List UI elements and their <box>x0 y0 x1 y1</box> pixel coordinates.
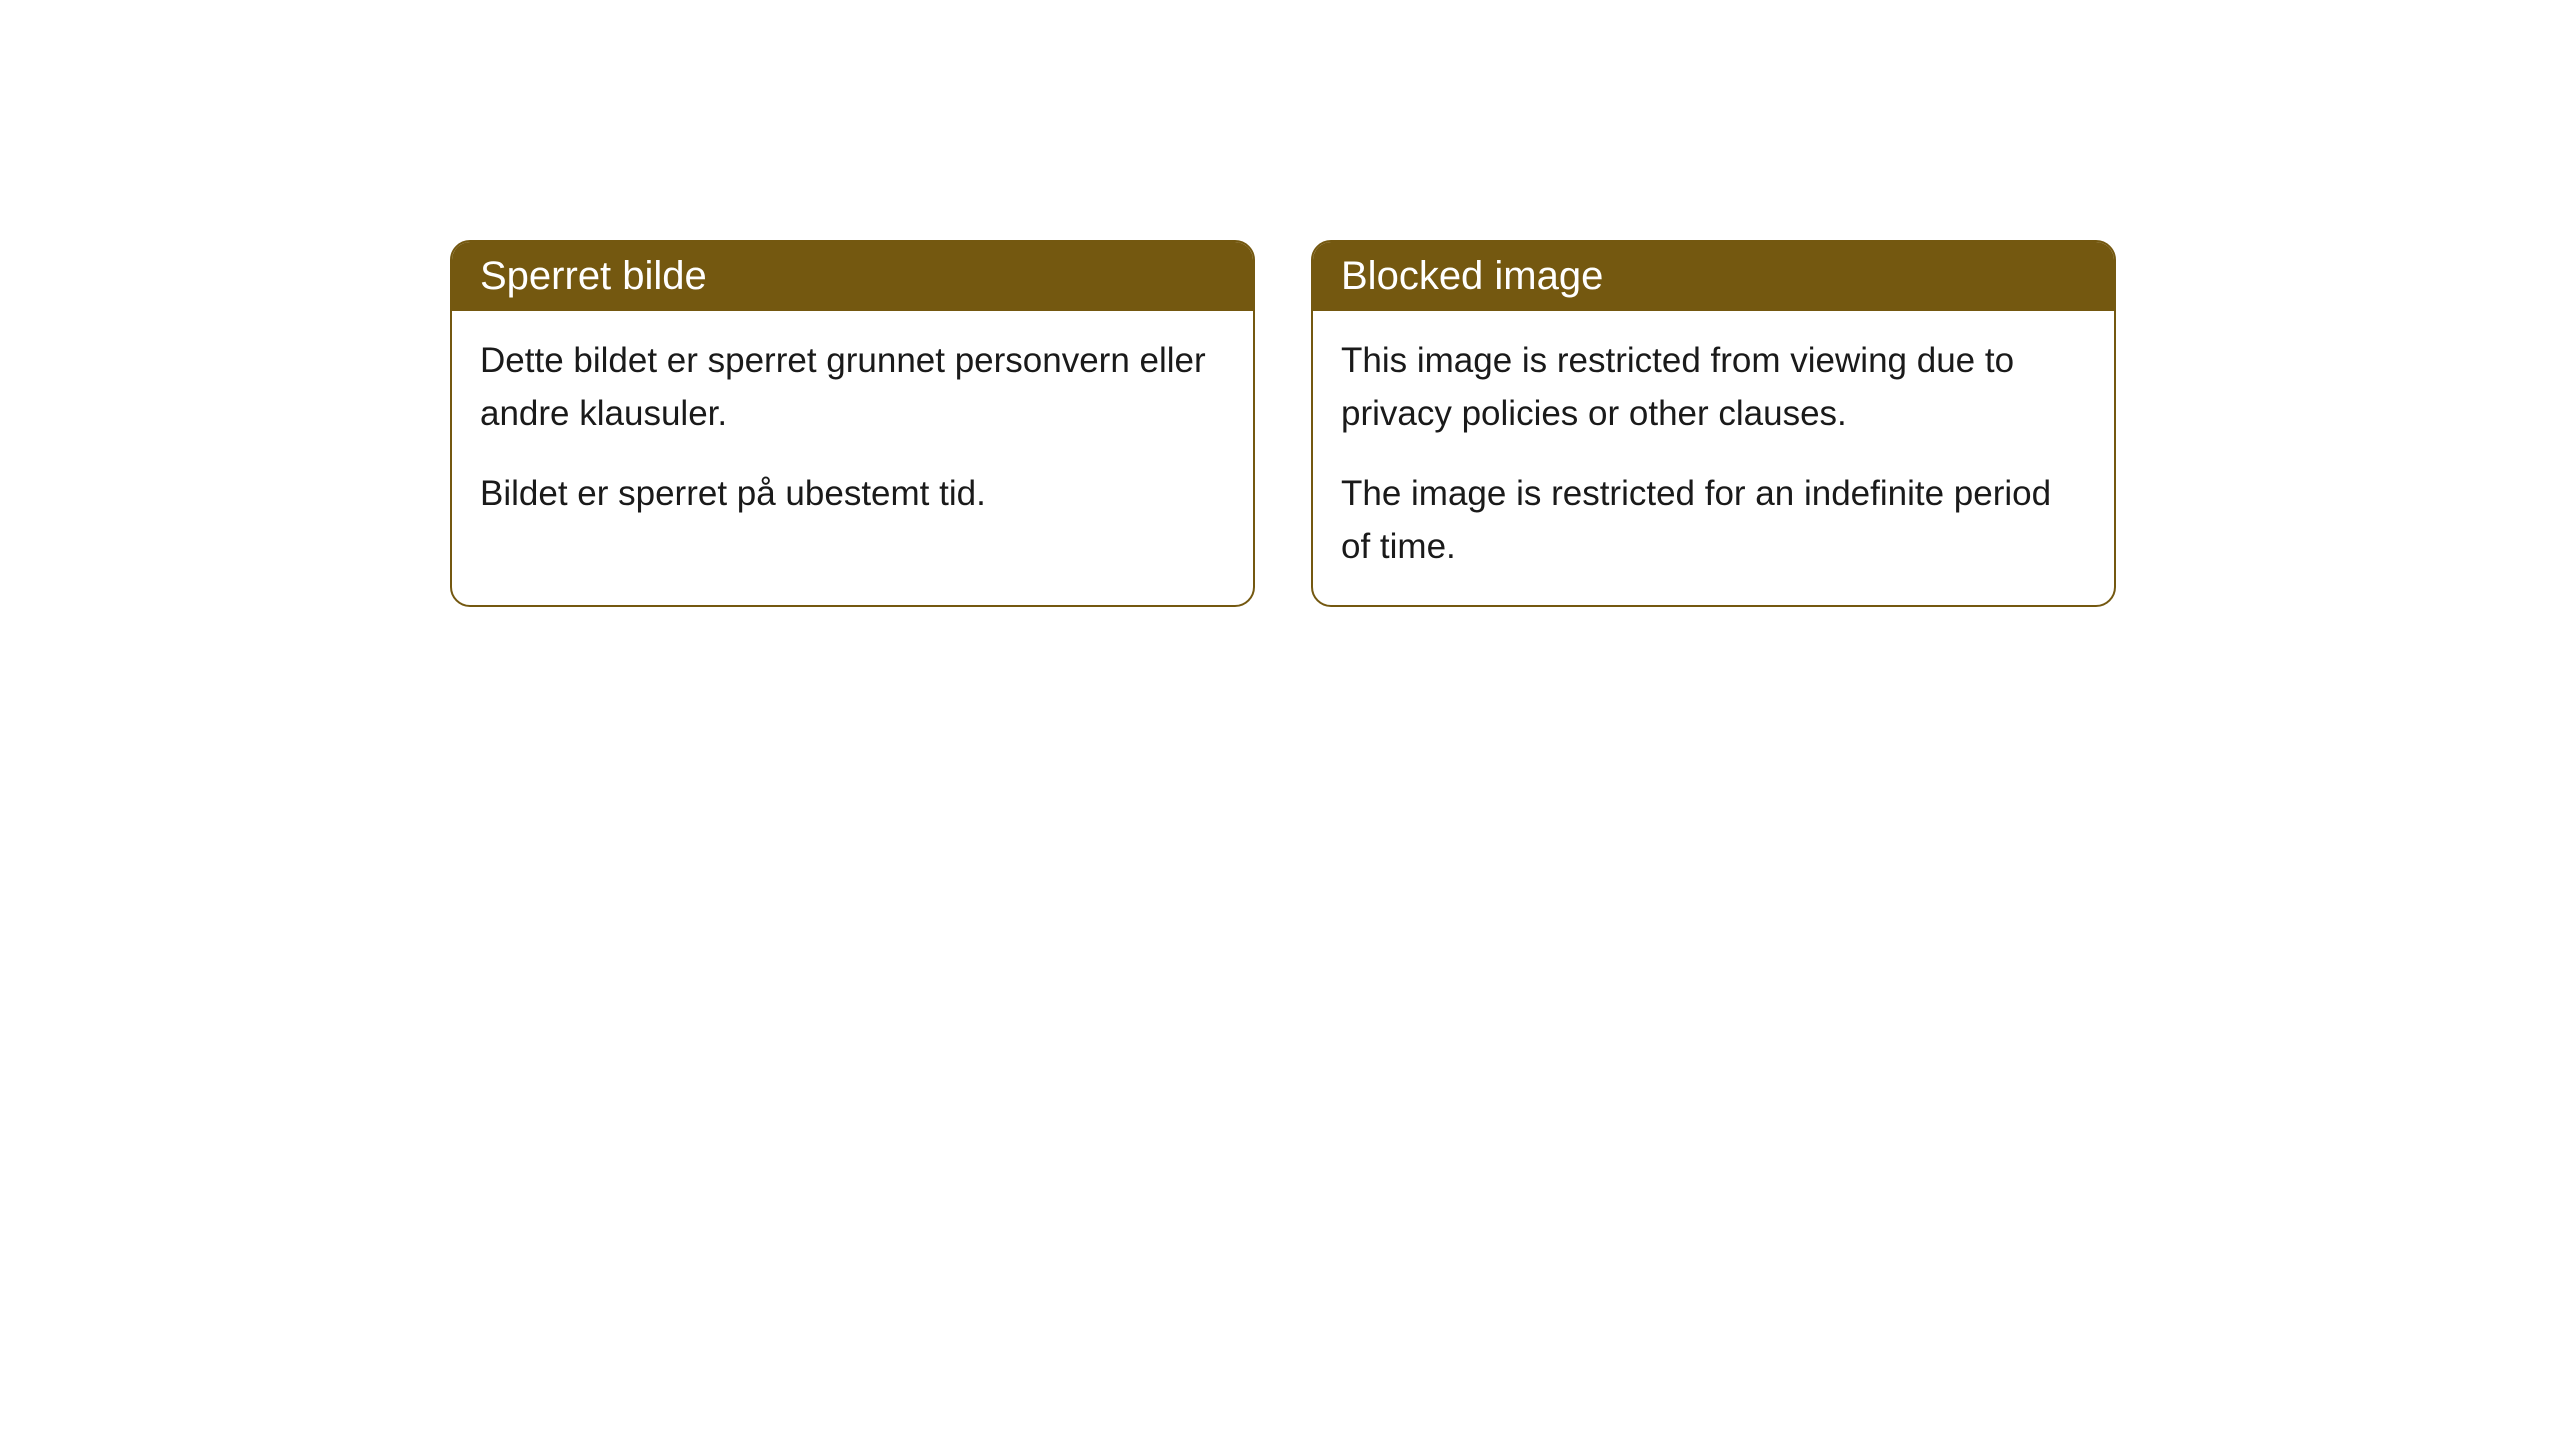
card-header-english: Blocked image <box>1313 242 2114 311</box>
card-paragraph: The image is restricted for an indefinit… <box>1341 468 2086 573</box>
card-body-norwegian: Dette bildet er sperret grunnet personve… <box>452 311 1253 553</box>
card-title: Blocked image <box>1341 254 1603 298</box>
card-title: Sperret bilde <box>480 254 707 298</box>
card-paragraph: Bildet er sperret på ubestemt tid. <box>480 468 1225 521</box>
notice-card-english: Blocked image This image is restricted f… <box>1311 240 2116 607</box>
notice-card-norwegian: Sperret bilde Dette bildet er sperret gr… <box>450 240 1255 607</box>
card-paragraph: Dette bildet er sperret grunnet personve… <box>480 335 1225 440</box>
notice-cards-container: Sperret bilde Dette bildet er sperret gr… <box>0 0 2560 607</box>
card-header-norwegian: Sperret bilde <box>452 242 1253 311</box>
card-paragraph: This image is restricted from viewing du… <box>1341 335 2086 440</box>
card-body-english: This image is restricted from viewing du… <box>1313 311 2114 605</box>
